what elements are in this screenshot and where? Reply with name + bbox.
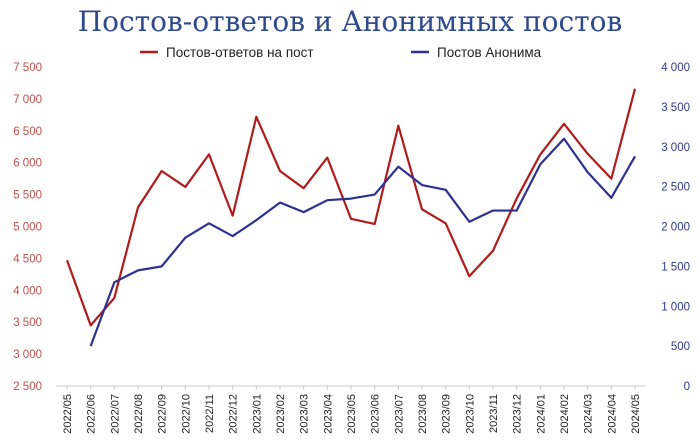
x-tick-label: 2024/01 [535, 394, 547, 434]
x-tick-label: 2023/12 [512, 394, 524, 434]
right-y-tick-label: 4 000 [661, 62, 690, 74]
x-tick-label: 2022/11 [204, 394, 216, 433]
x-tick-label: 2024/02 [559, 394, 571, 434]
right-y-tick-label: 500 [671, 341, 690, 353]
x-tick-label: 2023/11 [488, 394, 500, 433]
x-tick-label: 2022/07 [109, 394, 121, 434]
left-y-tick-label: 2 500 [13, 381, 42, 393]
left-y-tick-label: 7 000 [13, 94, 42, 106]
x-tick-label: 2022/09 [157, 394, 169, 434]
legend-label-anon: Постов Анонима [437, 45, 542, 60]
x-tick-label: 2023/09 [441, 394, 453, 434]
right-y-tick-label: 3 000 [661, 142, 690, 154]
left-y-axis-ticks: 2 500 3 000 3 500 4 000 4 500 5 000 5 500 6 000… [13, 62, 42, 393]
left-y-tick-label: 6 500 [13, 126, 42, 138]
x-tick-label: 2022/08 [133, 394, 145, 434]
left-y-tick-label: 5 000 [13, 222, 42, 234]
right-y-tick-label: 3 500 [661, 102, 690, 114]
x-tick-label: 2022/10 [180, 394, 192, 434]
series-line-anon [89, 137, 636, 347]
right-y-tick-label: 2 500 [661, 182, 690, 194]
x-tick-label: 2024/03 [583, 394, 595, 434]
right-y-tick-label: 1 500 [661, 261, 690, 273]
left-y-tick-label: 4 500 [13, 253, 42, 265]
x-tick-label: 2023/05 [346, 394, 358, 434]
x-tick-label: 2023/06 [370, 394, 382, 434]
left-y-tick-label: 5 500 [13, 190, 42, 202]
right-y-axis-ticks: 0 500 1 000 1 500 2 000 2 500 3 000 3 500 4 000 [661, 62, 690, 393]
right-y-tick-label: 1 000 [661, 301, 690, 313]
x-tick-label: 2023/02 [275, 394, 287, 434]
x-tick-label: 2023/08 [417, 394, 429, 434]
left-y-tick-label: 3 500 [13, 317, 42, 329]
series-line-replies [65, 88, 637, 327]
left-y-tick-label: 7 500 [13, 62, 42, 74]
legend: Постов-ответов на пост Постов Анонима [140, 45, 542, 60]
right-y-tick-label: 2 000 [661, 222, 690, 234]
x-tick-label: 2023/07 [393, 394, 405, 434]
legend-label-replies: Постов-ответов на пост [166, 45, 314, 60]
x-axis-ticks: 2022/05 2022/06 2022/07 2022/08 2022/09 2022/… [62, 386, 642, 434]
x-tick-label: 2023/04 [322, 394, 334, 434]
x-tick-label: 2022/12 [228, 394, 240, 434]
x-tick-label: 2024/05 [630, 394, 642, 434]
series-layer [65, 88, 637, 347]
right-y-tick-label: 0 [684, 381, 690, 393]
x-tick-label: 2024/04 [606, 394, 618, 434]
left-y-tick-label: 4 000 [13, 285, 42, 297]
x-tick-label: 2023/10 [464, 394, 476, 434]
x-tick-label: 2023/01 [251, 394, 263, 434]
left-y-tick-label: 6 000 [13, 158, 42, 170]
x-tick-label: 2023/03 [299, 394, 311, 434]
left-y-tick-label: 3 000 [13, 349, 42, 361]
x-tick-label: 2022/06 [86, 394, 98, 434]
chart-title: Постов-ответов и Анонимных постов [78, 5, 623, 38]
x-tick-label: 2022/05 [62, 394, 74, 434]
